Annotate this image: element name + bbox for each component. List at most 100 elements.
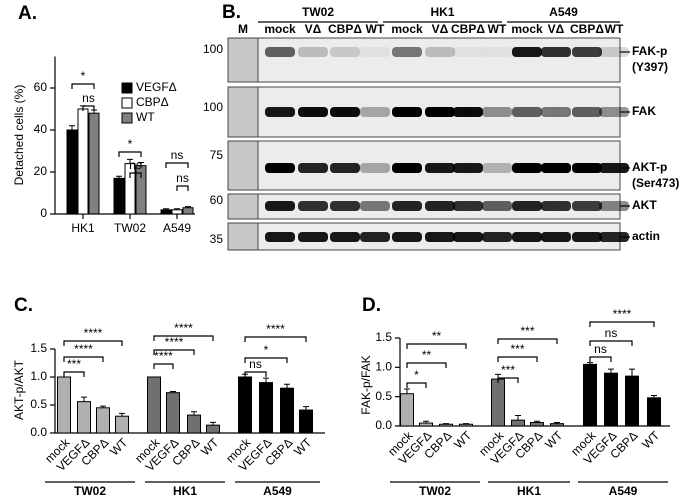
panel-title: D. (362, 295, 381, 316)
marker-lane (227, 37, 259, 83)
significance-label: **** (74, 342, 93, 356)
bar (604, 372, 618, 427)
significance-bracket (589, 340, 633, 346)
blot-band (599, 232, 629, 242)
bar (160, 209, 172, 215)
blot-band (572, 47, 602, 57)
blot-band (572, 232, 602, 242)
bar (57, 376, 71, 434)
error-bar (119, 412, 125, 417)
error-bar (515, 414, 521, 421)
bar (439, 423, 453, 427)
blot-band (425, 201, 455, 211)
marker-lane (227, 140, 259, 191)
blot-band (599, 163, 629, 173)
error-bar (81, 396, 87, 402)
blot-band (330, 232, 360, 242)
panel-title: B. (222, 2, 241, 23)
panel-title: A. (18, 3, 37, 24)
blot-band (572, 201, 602, 211)
blot-band (360, 47, 390, 57)
error-bar (423, 420, 429, 424)
y-tick-label: 1.5 (30, 341, 47, 355)
significance-bracket (63, 356, 104, 362)
error-bar (69, 125, 75, 130)
significance-bracket (153, 363, 174, 369)
blot-band (392, 47, 422, 57)
y-tick-label: 60 (34, 80, 48, 94)
lane-label: mock (511, 22, 543, 36)
lane-label: WT (488, 22, 507, 36)
significance-label: * (264, 343, 269, 357)
significance-label: ns (82, 91, 95, 105)
y-tick-label: 0.5 (375, 389, 392, 403)
y-tick-label: 0 (40, 206, 47, 220)
bar (166, 392, 180, 434)
blot-band (265, 201, 295, 211)
bar (299, 409, 313, 434)
blot-band (265, 232, 295, 242)
x-tick-label: HK1 (71, 221, 95, 235)
blot-band (599, 201, 629, 211)
error-bar (163, 208, 169, 210)
bar (280, 387, 294, 434)
legend-swatch (121, 97, 133, 109)
legend-swatch (121, 82, 133, 94)
blot-band (360, 201, 390, 211)
blot-band (425, 107, 455, 117)
bar (147, 376, 161, 434)
bar (206, 424, 220, 434)
blot-band (599, 107, 629, 117)
bar (491, 378, 505, 427)
significance-bracket (244, 357, 288, 363)
error-bar (651, 394, 657, 398)
significance-bracket (406, 343, 467, 349)
significance-label: ns (249, 357, 262, 371)
significance-bracket (153, 349, 195, 355)
blot-band (572, 163, 602, 173)
row-label: FAK-p (632, 44, 667, 58)
group-label: A549 (609, 484, 638, 498)
error-bar (534, 420, 540, 423)
error-bar (191, 411, 197, 416)
y-axis-label: FAK-p/FAK (359, 355, 373, 414)
blot-band (453, 201, 483, 211)
y-axis-label: Detached cells (%) (12, 85, 26, 186)
blot-band (265, 47, 295, 57)
bar (238, 376, 252, 434)
bar (96, 407, 110, 434)
significance-label: ns (176, 171, 189, 185)
significance-label: *** (520, 324, 534, 338)
error-bar (587, 362, 593, 365)
y-tick-label: 0.5 (30, 397, 47, 411)
group-label: HK1 (517, 484, 541, 498)
bar (647, 397, 661, 427)
blot-band (265, 107, 295, 117)
significance-bracket (71, 83, 95, 89)
blot-band (453, 232, 483, 242)
y-tick-label: 0.0 (30, 425, 47, 439)
error-bar (174, 208, 180, 210)
marker-lane (227, 86, 259, 138)
error-bar (127, 158, 133, 164)
y-tick-label: 1.0 (30, 369, 47, 383)
significance-bracket (63, 371, 85, 377)
significance-label: ** (422, 348, 432, 362)
lane-label: WT (366, 22, 385, 36)
lane-label: CBPΔ (451, 22, 485, 36)
error-bar (443, 423, 449, 425)
lane-label: CBPΔ (570, 22, 604, 36)
error-bar (210, 421, 216, 426)
y-tick-label: 1.5 (375, 330, 392, 344)
bar (511, 419, 525, 427)
blot-band (298, 47, 328, 57)
blot-band (265, 163, 295, 173)
blot-band (330, 163, 360, 173)
y-tick-label: 1.0 (375, 360, 392, 374)
marker-label: 100 (203, 42, 223, 56)
y-tick-label: 40 (34, 122, 48, 136)
significance-label: * (414, 368, 419, 382)
significance-bracket (589, 356, 612, 362)
error-bar (303, 406, 309, 411)
